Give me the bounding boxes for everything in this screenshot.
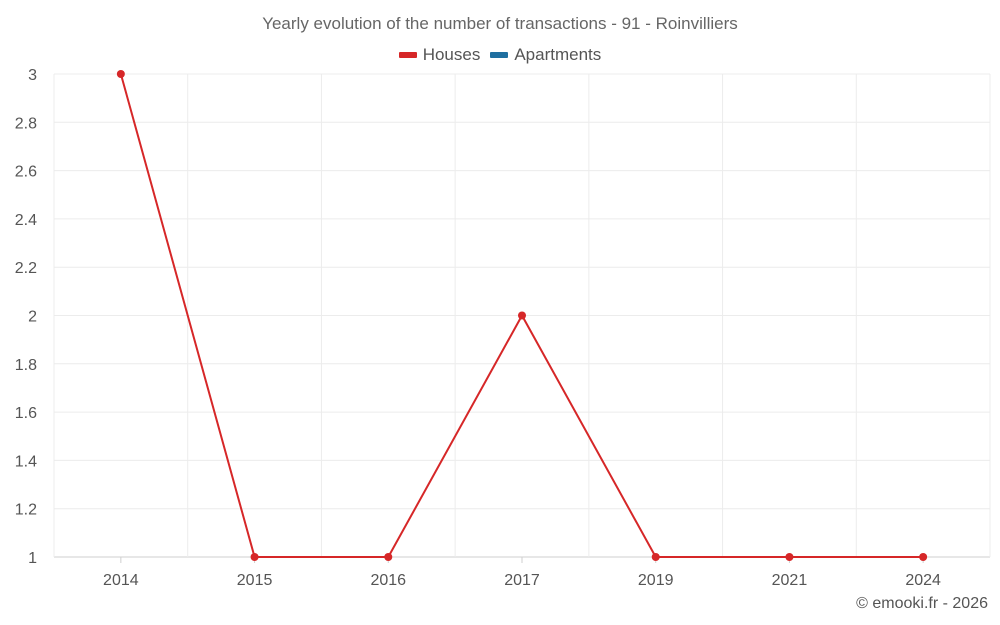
legend-item-houses[interactable]: Houses — [398, 45, 481, 65]
x-tick-label: 2024 — [905, 572, 941, 589]
y-tick-label: 1.2 — [15, 502, 37, 519]
legend-swatch-apartments — [490, 52, 509, 58]
legend-swatch-houses — [398, 52, 417, 58]
data-point-houses — [250, 553, 259, 561]
y-tick-label: 1.8 — [15, 357, 37, 374]
credit-text: © emooki.fr - 2026 — [856, 595, 988, 612]
data-point-houses — [919, 553, 928, 561]
y-tick-label: 1.4 — [15, 453, 37, 470]
y-tick-label: 1.6 — [15, 405, 37, 422]
x-tick-label: 2015 — [237, 572, 273, 589]
y-tick-label: 3 — [28, 67, 37, 84]
x-tick-label: 2016 — [370, 572, 406, 589]
x-tick-label: 2021 — [772, 572, 808, 589]
legend-label-houses: Houses — [422, 45, 481, 64]
data-point-houses — [518, 311, 526, 320]
y-tick-label: 2.6 — [15, 164, 37, 181]
y-tick-label: 1 — [28, 550, 37, 567]
chart-legend: Houses Apartments — [0, 45, 1000, 65]
legend-item-apartments[interactable]: Apartments — [490, 45, 601, 65]
data-point-houses — [651, 553, 660, 561]
y-tick-label: 2.4 — [15, 212, 37, 229]
y-tick-label: 2 — [28, 309, 37, 326]
legend-label-apartments: Apartments — [514, 45, 602, 64]
chart-title: Yearly evolution of the number of transa… — [262, 14, 738, 33]
y-tick-label: 2.2 — [15, 260, 37, 277]
data-point-houses — [785, 553, 794, 561]
x-tick-label: 2014 — [103, 572, 139, 589]
x-tick-label: 2019 — [638, 572, 674, 589]
data-point-houses — [116, 70, 125, 78]
y-tick-label: 2.8 — [15, 115, 37, 132]
data-point-houses — [384, 553, 393, 561]
x-tick-label: 2017 — [504, 572, 540, 589]
